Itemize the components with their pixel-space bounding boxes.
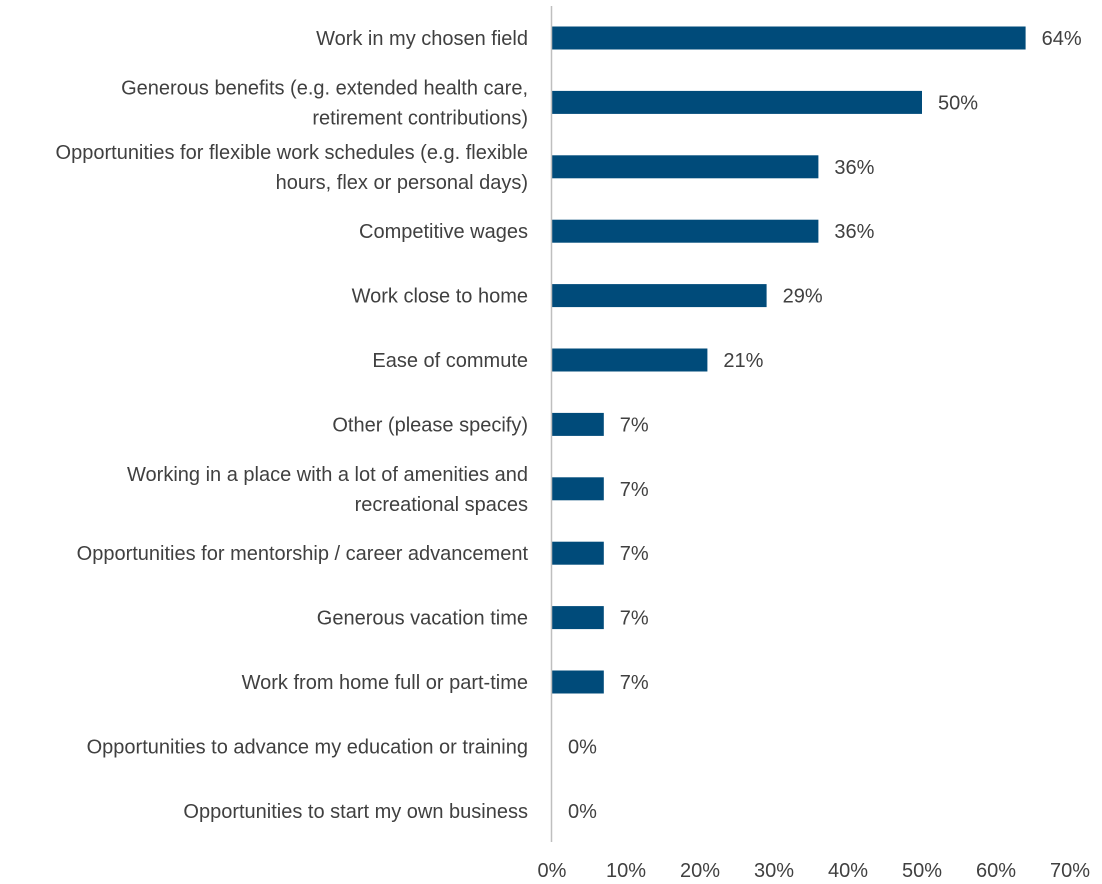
bar: [552, 671, 604, 694]
category-label: Ease of commute: [372, 350, 528, 372]
x-tick-label: 70%: [1050, 860, 1090, 882]
category-label: Work in my chosen field: [316, 28, 528, 50]
bar: [552, 91, 922, 114]
category-label: Work close to home: [352, 286, 528, 308]
x-tick-label: 0%: [538, 860, 567, 882]
x-tick-label: 10%: [606, 860, 646, 882]
category-labels: Work in my chosen field Generous benefits…: [56, 28, 529, 823]
data-label: 7%: [620, 414, 649, 436]
bar: [552, 542, 604, 565]
category-label: Opportunities for mentorship / career ad…: [77, 543, 529, 565]
data-label: 7%: [620, 479, 649, 501]
x-tick-label: 60%: [976, 860, 1016, 882]
x-tick-label: 40%: [828, 860, 868, 882]
x-tick-label: 50%: [902, 860, 942, 882]
data-label: 36%: [834, 157, 874, 179]
category-label: Opportunities to advance my education or…: [87, 736, 528, 758]
x-tick-label: 20%: [680, 860, 720, 882]
category-label: Opportunities for flexible work schedule…: [56, 142, 528, 194]
data-label: 29%: [783, 286, 823, 308]
category-label: Opportunities to start my own business: [183, 801, 528, 823]
bar: [552, 284, 767, 307]
data-label: 21%: [723, 350, 763, 372]
category-label: Work from home full or part-time: [242, 672, 528, 694]
bar: [552, 27, 1026, 50]
x-tick-label: 30%: [754, 860, 794, 882]
data-label: 7%: [620, 543, 649, 565]
data-label: 36%: [834, 221, 874, 243]
category-label: Working in a place with a lot of ameniti…: [127, 464, 528, 516]
bar: [552, 606, 604, 629]
bar: [552, 155, 818, 178]
bar: [552, 220, 818, 243]
data-labels: 64% 50% 36% 36% 29% 21% 7% 7% 7% 7% 7% 0% 0%: [568, 28, 1082, 823]
data-label: 7%: [620, 672, 649, 694]
data-label: 0%: [568, 801, 597, 823]
category-label: Generous vacation time: [317, 608, 528, 630]
bar: [552, 477, 604, 500]
bars: [552, 27, 1026, 694]
x-axis-tick-labels: 0% 10% 20% 30% 40% 50% 60% 70%: [538, 860, 1091, 882]
category-label: Competitive wages: [359, 221, 528, 243]
category-label: Other (please specify): [332, 414, 528, 436]
bar: [552, 349, 707, 372]
data-label: 64%: [1042, 28, 1082, 50]
category-label: Generous benefits (e.g. extended health …: [121, 77, 528, 129]
data-label: 7%: [620, 608, 649, 630]
data-label: 50%: [938, 92, 978, 114]
data-label: 0%: [568, 736, 597, 758]
bar: [552, 413, 604, 436]
